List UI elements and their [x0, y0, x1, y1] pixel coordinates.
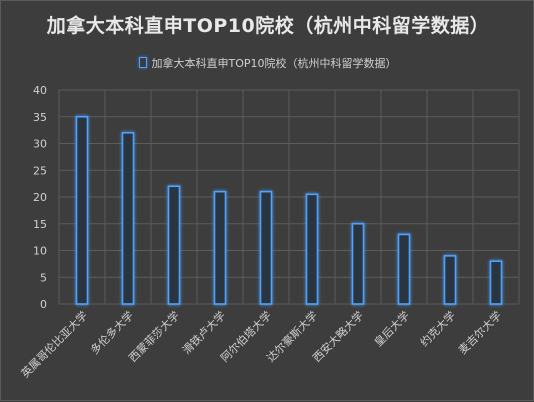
legend: 加拿大本科直申TOP10院校（杭州中科留学数据） [1, 55, 534, 71]
bar [351, 222, 365, 305]
y-tick-label: 0 [40, 298, 47, 311]
bar [397, 233, 411, 305]
x-tick-label: 约克大学 [417, 308, 458, 349]
chart-title: 加拿大本科直申TOP10院校（杭州中科留学数据） [46, 15, 490, 37]
y-tick-label: 15 [33, 218, 47, 231]
bar [121, 132, 135, 305]
bar [443, 255, 457, 305]
x-tick-label: 滑铁卢大学 [179, 308, 228, 357]
bar [305, 193, 319, 305]
bar [489, 260, 503, 305]
y-tick-label: 20 [33, 191, 47, 204]
y-tick-label: 30 [33, 138, 47, 151]
y-tick-label: 35 [33, 111, 47, 124]
bar [213, 190, 227, 305]
y-tick-label: 5 [40, 271, 47, 284]
x-tick-label: 英属哥伦比亚大学 [18, 308, 90, 380]
bar [259, 190, 273, 305]
y-tick-label: 40 [33, 84, 47, 97]
bar [75, 115, 89, 305]
x-tick-label: 多伦多大学 [87, 308, 136, 357]
x-tick-label: 皇后大学 [371, 308, 412, 349]
bar [167, 185, 181, 305]
y-tick-label: 10 [33, 245, 47, 258]
y-tick-label: 25 [33, 164, 47, 177]
legend-label: 加拿大本科直申TOP10院校（杭州中科留学数据） [151, 57, 397, 70]
legend-swatch [139, 57, 148, 68]
x-tick-label: 麦吉尔大学 [455, 308, 504, 357]
